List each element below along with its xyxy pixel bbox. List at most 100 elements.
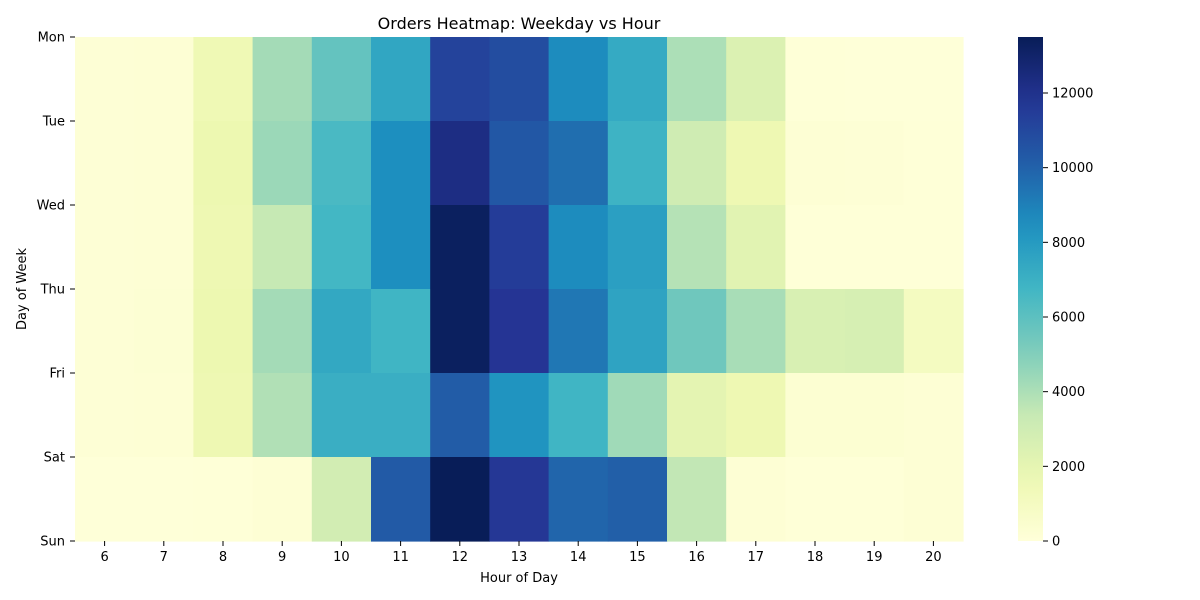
- heatmap-cell: [311, 373, 372, 458]
- heatmap-cell: [252, 205, 313, 290]
- heatmap-cell: [193, 289, 254, 374]
- heatmap-cell: [193, 121, 254, 206]
- heatmap-cell: [430, 373, 490, 458]
- heatmap-cell: [75, 37, 135, 122]
- heatmap-cell: [193, 205, 254, 290]
- heatmap-cell: [489, 373, 550, 458]
- heatmap-cell: [607, 121, 668, 206]
- heatmap-cell: [548, 373, 609, 458]
- heatmap-cell: [134, 289, 194, 374]
- x-tick-label: 18: [807, 550, 824, 565]
- x-tick-label: 11: [392, 550, 409, 565]
- colorbar-tick-label: 0: [1052, 535, 1060, 550]
- y-tick-label: Sun: [40, 535, 65, 550]
- heatmap-cell: [134, 37, 194, 122]
- heatmap-cell: [903, 289, 964, 374]
- heatmap-cell: [75, 373, 135, 458]
- y-tick-label: Mon: [38, 31, 65, 46]
- heatmap-cell: [430, 289, 490, 374]
- heatmap-cell: [844, 373, 905, 458]
- heatmap-cell: [489, 205, 550, 290]
- heatmap-cell: [607, 289, 668, 374]
- heatmap-cell: [311, 121, 372, 206]
- heatmap-cell: [489, 289, 550, 374]
- chart-title: Orders Heatmap: Weekday vs Hour: [378, 14, 661, 33]
- colorbar-tick-label: 10000: [1052, 161, 1093, 176]
- colorbar-tick-label: 6000: [1052, 311, 1085, 326]
- heatmap-cell: [844, 37, 905, 122]
- heatmap-cell: [134, 121, 194, 206]
- x-tick-label: 16: [688, 550, 705, 565]
- heatmap-cell: [785, 205, 846, 290]
- heatmap-cell: [371, 289, 431, 374]
- heatmap-cell: [548, 121, 609, 206]
- x-tick-label: 14: [570, 550, 587, 565]
- heatmap-cell: [75, 457, 135, 542]
- x-axis: 6 7 8 9 10 11 12 13 14 15 16 17 18 19 20: [100, 541, 942, 565]
- heatmap-cell: [489, 37, 550, 122]
- x-tick-label: 7: [160, 550, 168, 565]
- heatmap-cell: [134, 205, 194, 290]
- heatmap-cell: [726, 457, 786, 542]
- heatmap-cell: [489, 121, 550, 206]
- heatmap-cell: [844, 121, 905, 206]
- heatmap-cell: [844, 457, 905, 542]
- heatmap-cell: [371, 121, 431, 206]
- heatmap-cell: [193, 373, 254, 458]
- heatmap-cell: [548, 289, 609, 374]
- heatmap-cell: [134, 457, 194, 542]
- heatmap-cell: [785, 37, 846, 122]
- heatmap-cell: [193, 457, 254, 542]
- heatmap-cell: [903, 205, 964, 290]
- heatmap-cell: [785, 373, 846, 458]
- heatmap-cell: [726, 289, 786, 374]
- heatmap-cell: [844, 289, 905, 374]
- y-tick-label: Thu: [40, 283, 65, 298]
- colorbar-tick-label: 8000: [1052, 236, 1085, 251]
- x-axis-label: Hour of Day: [480, 571, 558, 586]
- heatmap-cell: [726, 373, 786, 458]
- heatmap-cell: [667, 37, 727, 122]
- heatmap-cell: [785, 289, 846, 374]
- x-tick-label: 13: [511, 550, 528, 565]
- y-axis: Mon Tue Wed Thu Fri Sat Sun: [37, 31, 75, 550]
- heatmap-cells: [75, 37, 964, 542]
- y-tick-label: Sat: [44, 451, 65, 466]
- y-axis-label: Day of Week: [15, 247, 30, 330]
- heatmap-cell: [252, 289, 313, 374]
- heatmap-cell: [311, 289, 372, 374]
- heatmap-cell: [311, 37, 372, 122]
- heatmap-cell: [667, 373, 727, 458]
- heatmap-cell: [607, 37, 668, 122]
- heatmap-cell: [311, 205, 372, 290]
- heatmap-cell: [607, 457, 668, 542]
- heatmap-cell: [371, 37, 431, 122]
- heatmap-cell: [903, 457, 964, 542]
- heatmap-cell: [252, 37, 313, 122]
- x-tick-label: 8: [219, 550, 227, 565]
- heatmap-cell: [430, 457, 490, 542]
- heatmap-cell: [75, 205, 135, 290]
- heatmap-cell: [371, 457, 431, 542]
- x-tick-label: 12: [452, 550, 469, 565]
- colorbar-tick-label: 4000: [1052, 385, 1085, 400]
- colorbar-tick-label: 2000: [1052, 460, 1085, 475]
- heatmap-cell: [607, 373, 668, 458]
- heatmap-cell: [726, 121, 786, 206]
- heatmap-cell: [134, 373, 194, 458]
- heatmap-cell: [430, 121, 490, 206]
- heatmap-cell: [311, 457, 372, 542]
- heatmap-cell: [252, 373, 313, 458]
- heatmap-cell: [667, 457, 727, 542]
- heatmap-cell: [667, 205, 727, 290]
- heatmap-cell: [193, 37, 254, 122]
- heatmap-cell: [548, 457, 609, 542]
- x-tick-label: 9: [278, 550, 286, 565]
- y-tick-label: Fri: [50, 367, 66, 382]
- heatmap-cell: [371, 373, 431, 458]
- heatmap-cell: [667, 121, 727, 206]
- heatmap-cell: [252, 121, 313, 206]
- heatmap-cell: [548, 205, 609, 290]
- x-tick-label: 10: [333, 550, 350, 565]
